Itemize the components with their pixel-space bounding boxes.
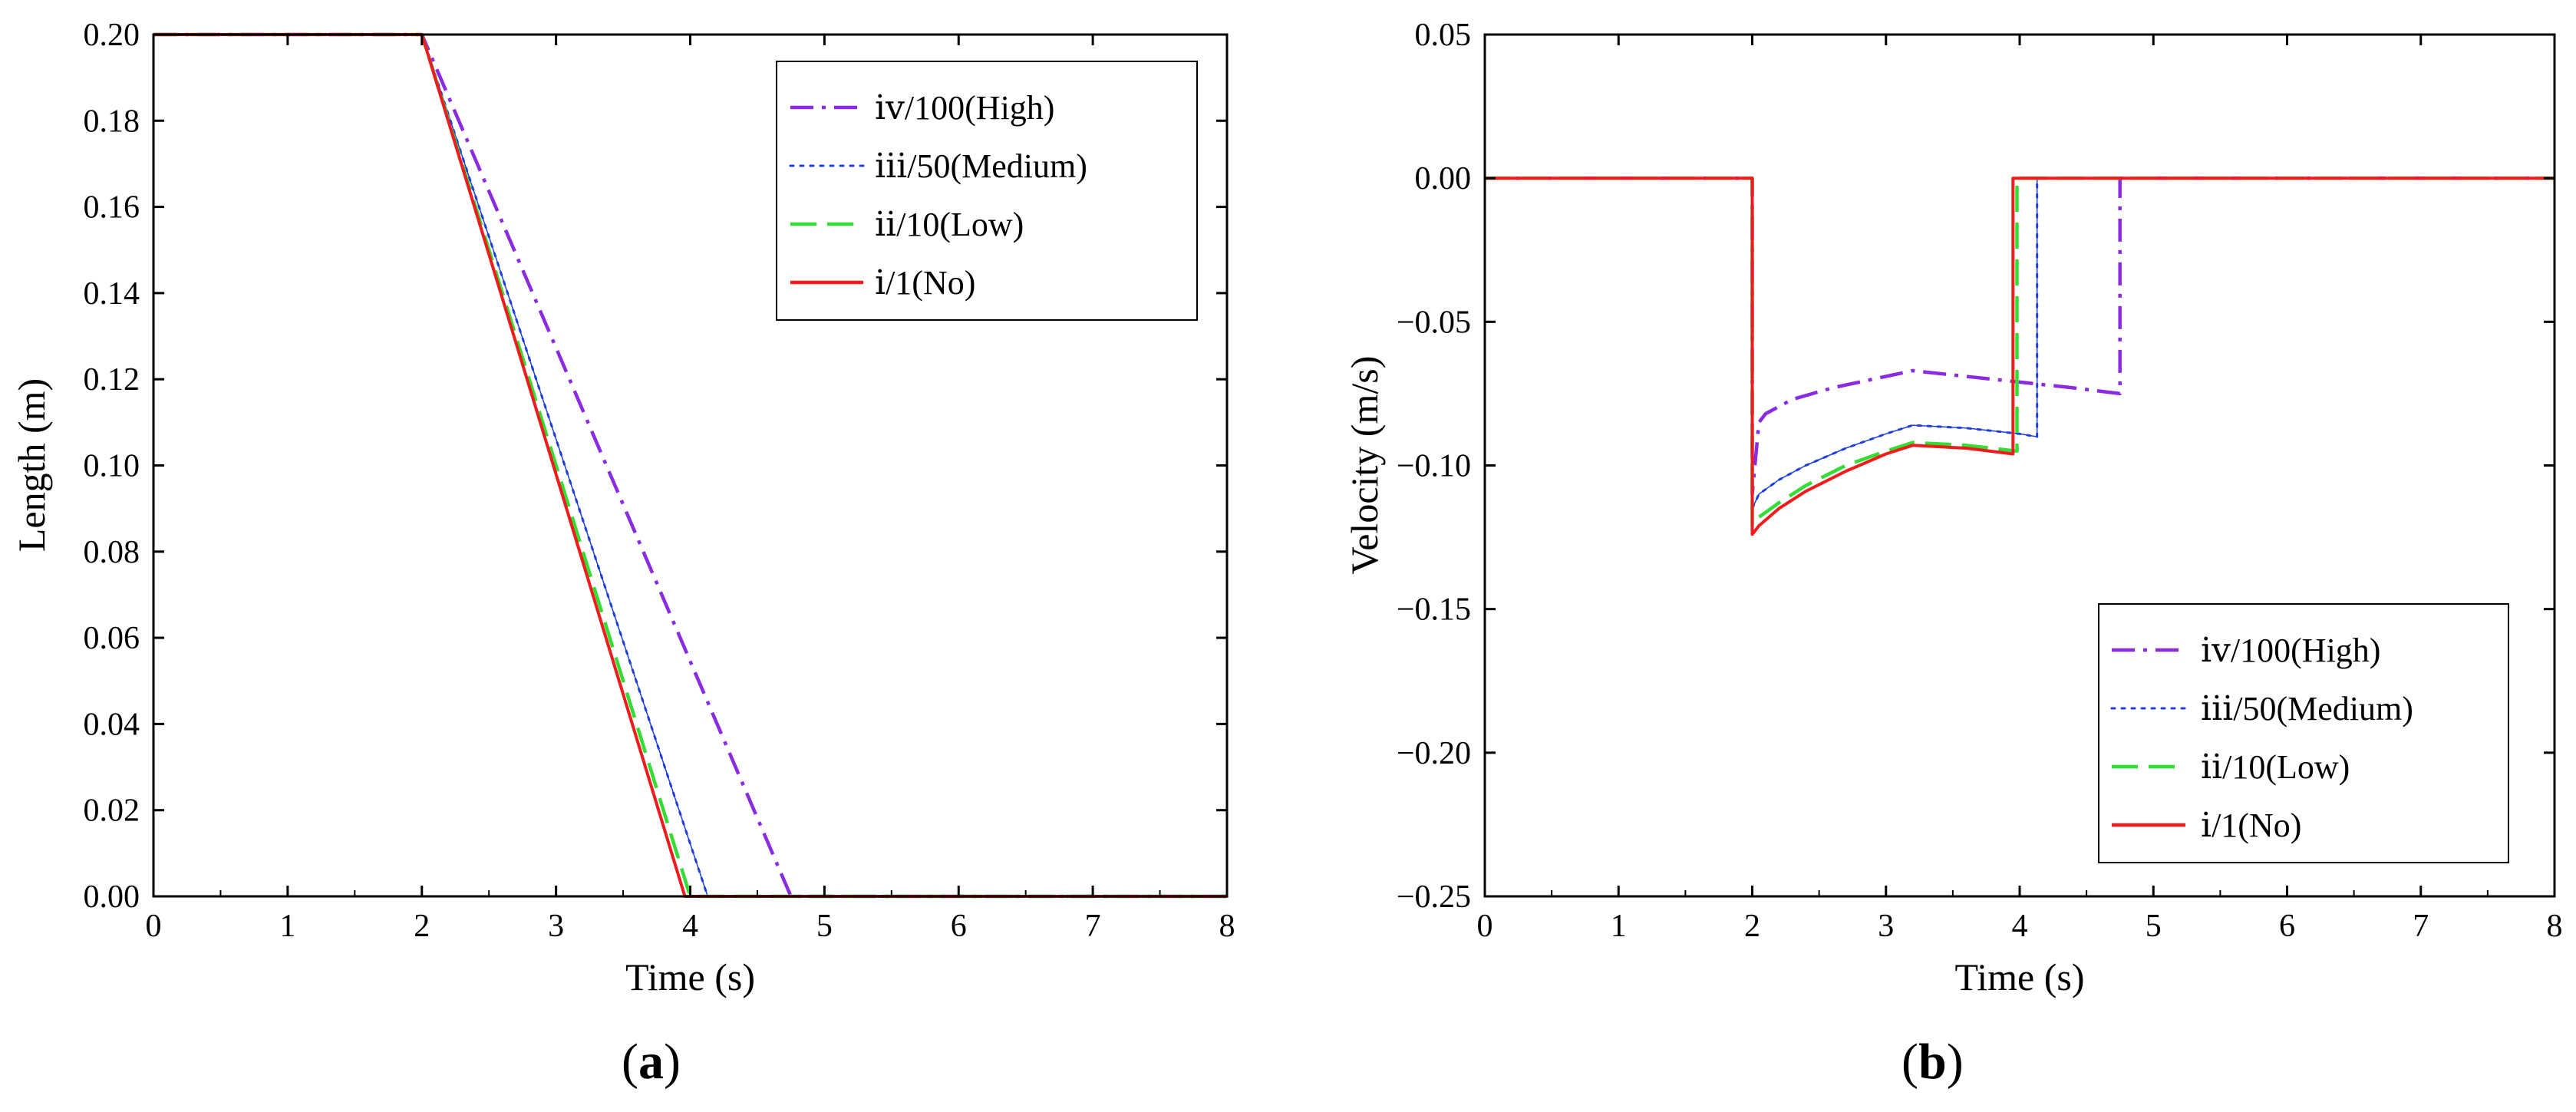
x-axis-label-a: Time (s) xyxy=(625,955,755,998)
y-tick-label: −0.20 xyxy=(1397,736,1471,771)
legend-entry-label: ⅰ/1(No) xyxy=(2201,807,2301,844)
legend-b: ⅳ/100(High) ⅲ/50(Medium) ⅱ/10(Low) ⅰ/1(No) xyxy=(2098,603,2509,863)
x-tick-label: 1 xyxy=(279,909,295,944)
y-tick-label: 0.14 xyxy=(84,276,140,312)
y-tick-label: 0.02 xyxy=(84,794,140,829)
y-tick-label: 0.08 xyxy=(84,535,140,570)
x-tick-label: 4 xyxy=(682,909,698,944)
y-tick-label: 0.12 xyxy=(84,362,140,398)
legend-entry-label: ⅳ/100(High) xyxy=(2201,632,2380,669)
chart-panel-b: 0 1 2 3 4 5 6 7 8 −0.25 −0.20 −0.15 −0.10 −0.05 0.00 0… xyxy=(1343,18,2563,1090)
y-tick-label: 0.00 xyxy=(1415,161,1472,196)
panel-label-b: (b) xyxy=(1901,1034,1964,1090)
series-line xyxy=(1485,176,2555,497)
y-tick-label: −0.05 xyxy=(1397,305,1471,340)
y-tick-label: 0.20 xyxy=(84,18,140,53)
y-tick-label: 0.16 xyxy=(84,190,140,226)
legend-frame-b xyxy=(2098,603,2509,863)
series-line xyxy=(1483,177,2556,510)
x-tick-label: 5 xyxy=(2146,909,2162,944)
x-tick-label: 3 xyxy=(1878,909,1894,944)
x-tick-label: 1 xyxy=(1611,909,1627,944)
y-tick-label: −0.10 xyxy=(1397,449,1471,484)
y-tick-label: 0.05 xyxy=(1415,18,1472,53)
panel-label-a: (a) xyxy=(622,1034,681,1090)
y-axis-label-a: Length (m) xyxy=(10,378,53,552)
series-group-b xyxy=(1483,176,2556,536)
legend-entry-label: ⅲ/50(Medium) xyxy=(2201,690,2413,728)
series-line-thin xyxy=(1484,177,2555,510)
legend-entry-label: ⅳ/100(High) xyxy=(875,89,1054,127)
y-axis-label-b: Velocity (m/s) xyxy=(1343,356,1386,575)
x-tick-label: 7 xyxy=(1085,909,1101,944)
x-tick-label: 0 xyxy=(146,909,162,944)
legend-entry-label: ⅰ/1(No) xyxy=(875,264,975,302)
legend-a: ⅳ/100(High) ⅲ/50(Medium) ⅱ/10(Low) ⅰ/1(No) xyxy=(776,61,1198,321)
chart-panel-a: 0 1 2 3 4 5 6 7 8 0.00 0.02 0.04 0.06 0.08 0.10 0.12 0.… xyxy=(10,18,1235,1090)
y-tick-label: 0.18 xyxy=(84,104,140,139)
y-tick-label: 0.00 xyxy=(84,879,140,915)
legend-frame-a xyxy=(776,61,1198,321)
x-axis-label-b: Time (s) xyxy=(1954,955,2084,998)
x-tick-label: 3 xyxy=(548,909,564,944)
x-tick-label: 8 xyxy=(2547,909,2563,944)
y-tick-label: −0.15 xyxy=(1397,592,1471,628)
x-tick-label: 8 xyxy=(1219,909,1235,944)
y-tick-label: 0.04 xyxy=(84,707,140,742)
y-tick-label: −0.25 xyxy=(1397,879,1471,915)
panel-letter-b: b xyxy=(1918,1034,1947,1090)
x-tick-label: 7 xyxy=(2413,909,2429,944)
series-line xyxy=(1485,177,2555,536)
x-tick-label: 4 xyxy=(2012,909,2028,944)
x-tick-label: 5 xyxy=(816,909,833,944)
y-tick-label: 0.10 xyxy=(84,449,140,484)
y-tick-label: 0.06 xyxy=(84,621,140,656)
x-tick-label: 2 xyxy=(1744,909,1760,944)
legend-entry-label: ⅱ/10(Low) xyxy=(2201,748,2350,786)
legend-entry-label: ⅲ/50(Medium) xyxy=(875,147,1087,185)
x-tick-label: 6 xyxy=(951,909,967,944)
panel-letter-a: a xyxy=(638,1034,664,1090)
x-tick-label: 0 xyxy=(1477,909,1493,944)
series-line xyxy=(1485,176,2555,528)
x-tick-label: 6 xyxy=(2279,909,2295,944)
x-tick-label: 2 xyxy=(414,909,430,944)
legend-entry-label: ⅱ/10(Low) xyxy=(875,206,1024,243)
